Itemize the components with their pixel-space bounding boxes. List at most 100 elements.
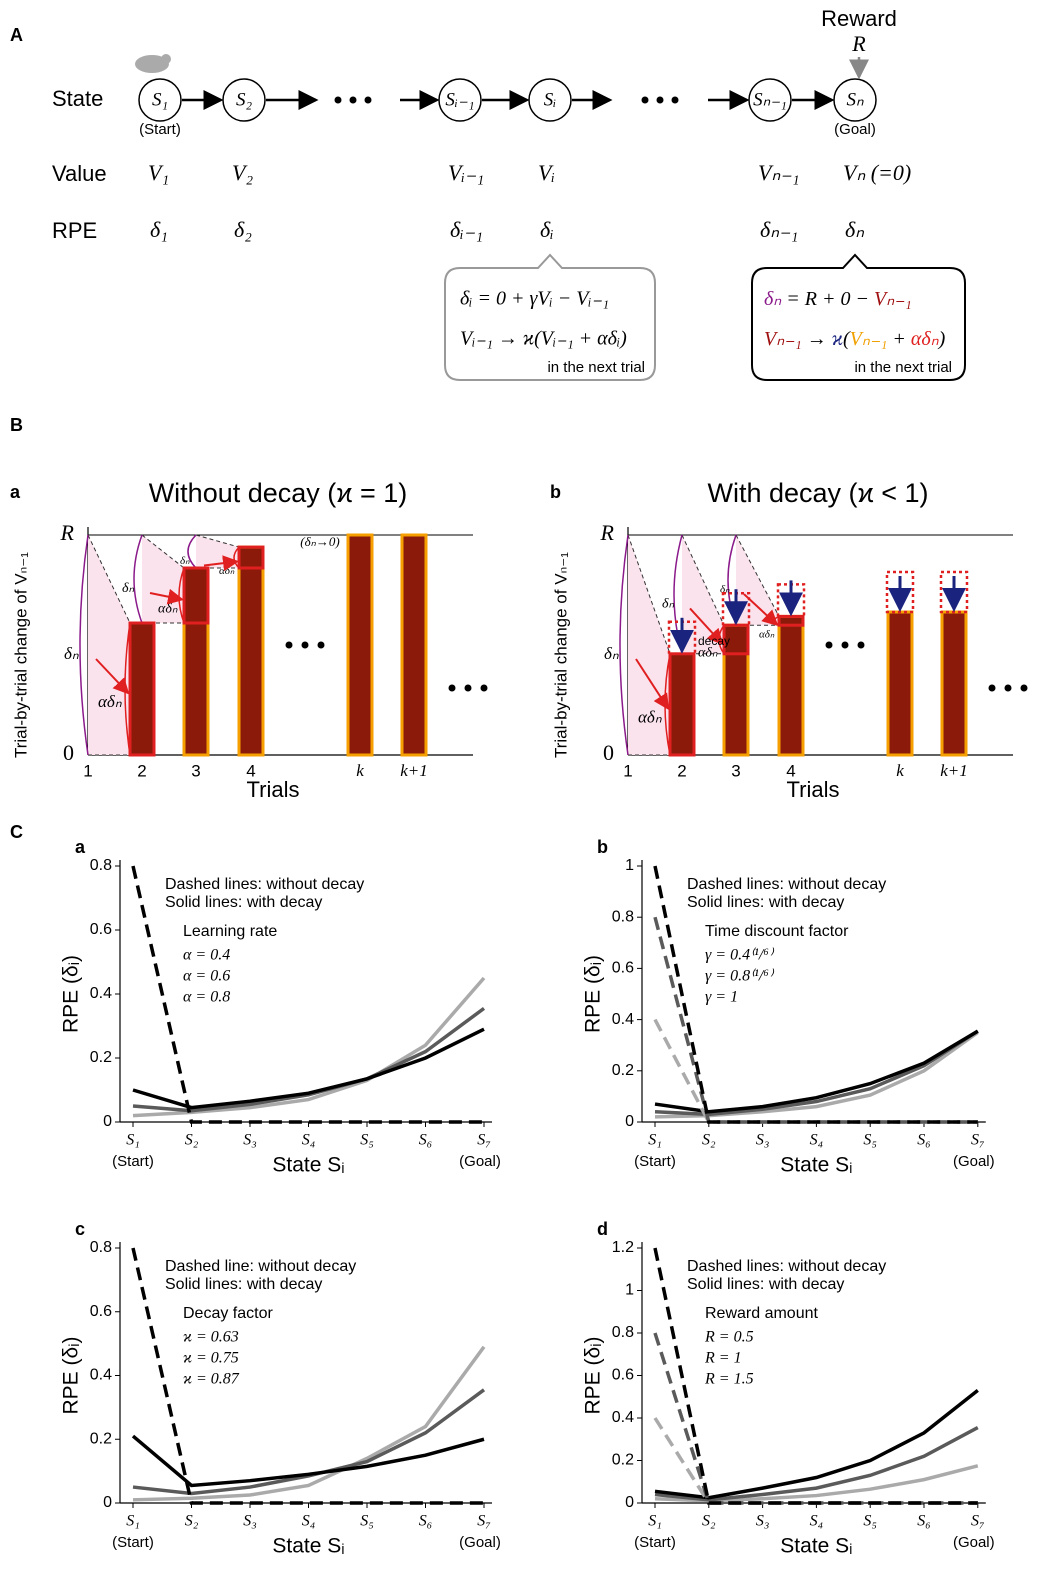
delta-label: δₙ — [604, 644, 619, 663]
ellipsis-dot — [317, 641, 325, 649]
x-tick-label: S₇ — [477, 1132, 491, 1149]
legend-entry: γ = 0.8⁽¹/⁶⁾ — [705, 968, 775, 985]
y-tick-label: 0.2 — [612, 1062, 634, 1079]
decay-box — [885, 570, 915, 614]
x-tick-note: (Goal) — [459, 1153, 501, 1170]
y-tick-label: R — [600, 520, 615, 545]
legend-entry: γ = 0.4⁽¹/⁶⁾ — [705, 947, 775, 964]
value-label: V₂ — [232, 160, 253, 185]
x-tick-label: 3 — [191, 761, 200, 780]
bar — [940, 610, 968, 757]
x-tick-note: (Start) — [634, 1153, 676, 1170]
bar — [128, 621, 156, 757]
solid-line — [654, 1389, 979, 1500]
equation-box — [444, 253, 656, 381]
update-arrow — [203, 555, 239, 572]
panel-letter: a — [10, 482, 21, 502]
rpe-label: δₙ — [845, 217, 864, 242]
bar-increment — [182, 566, 210, 625]
update-wedge — [88, 535, 130, 755]
y-tick-label: 0.2 — [612, 1452, 634, 1469]
chart-title: Without decay (ϰ = 1) — [149, 478, 408, 508]
delta-label: δₙ — [122, 581, 135, 596]
bar — [346, 533, 374, 757]
guide-line — [681, 534, 725, 626]
x-tick-label: 2 — [137, 761, 146, 780]
x-tick-label: S₆ — [419, 1513, 433, 1530]
y-tick-label: 0.6 — [90, 1303, 112, 1320]
rpe-label: δₙ₋₁ — [760, 217, 798, 242]
value-label: Vₙ (=0) — [843, 160, 911, 185]
update-arrow — [95, 658, 130, 695]
legend-entry: R = 1.5 — [704, 1371, 754, 1388]
ellipsis-dot — [1020, 684, 1028, 692]
x-tick-label: k+1 — [400, 761, 428, 780]
state-label: Sₙ₋₁ — [753, 89, 787, 110]
ellipsis-dot — [671, 96, 679, 104]
y-tick-label: 0 — [603, 740, 614, 765]
ellipsis-dot — [656, 96, 664, 104]
rpe-arc — [79, 534, 89, 756]
bar — [400, 533, 428, 757]
solid-line — [132, 1006, 486, 1113]
equation: δₙ = R + 0 − Vₙ₋₁ — [764, 288, 912, 310]
state-label: Sᵢ — [544, 89, 557, 110]
ellipsis-dot — [364, 96, 372, 104]
update-arrow — [689, 607, 724, 645]
dashed-line — [653, 865, 978, 1124]
delta-label: δₙ — [180, 555, 190, 567]
decay-note: decay — [698, 634, 730, 648]
value-label: Vᵢ — [538, 160, 555, 185]
update-arrow — [635, 658, 670, 711]
x-tick-label: S₇ — [971, 1132, 985, 1149]
bar-increment — [722, 623, 750, 656]
equation-box — [751, 253, 966, 381]
row-label: RPE — [52, 218, 97, 243]
row-label: State — [52, 86, 103, 111]
decay-box — [939, 570, 969, 614]
x-axis-label: State Sᵢ — [780, 1154, 852, 1177]
alpha-delta-label: αδₙ — [98, 692, 122, 711]
delta-label: δₙ — [64, 644, 79, 663]
y-tick-label: 0.8 — [90, 1239, 112, 1256]
legend-title: Decay factor — [183, 1305, 273, 1322]
legend-note: Solid lines: with decay — [165, 1276, 322, 1293]
guide-line — [141, 534, 185, 569]
x-tick-label: 2 — [677, 761, 686, 780]
y-axis-label: RPE (δᵢ) — [60, 1337, 83, 1415]
x-tick-note: (Start) — [112, 1534, 154, 1551]
ellipsis-dot — [988, 684, 996, 692]
x-tick-note: (Start) — [634, 1534, 676, 1551]
legend-note: Solid lines: with decay — [687, 894, 844, 911]
state-note: (Goal) — [834, 121, 876, 138]
bar — [182, 566, 210, 757]
x-tick-label: k+1 — [940, 761, 968, 780]
rpe-label: δᵢ₋₁ — [450, 217, 483, 242]
y-tick-label: 1 — [625, 857, 634, 874]
panel-label: A — [10, 25, 23, 45]
y-tick-label: 0.6 — [90, 921, 112, 938]
legend-note: Solid lines: with decay — [165, 894, 322, 911]
rpe-arc — [619, 534, 629, 756]
equation: δᵢ = 0 + γVᵢ − Vᵢ₋₁ — [460, 288, 609, 310]
x-tick-label: S₃ — [756, 1132, 770, 1149]
state-label: S₂ — [236, 89, 253, 110]
ellipsis-dot — [464, 684, 472, 692]
guide-line — [87, 534, 131, 624]
legend-title: Learning rate — [183, 923, 277, 940]
equation-note: in the next trial — [547, 359, 645, 376]
x-axis-label: State Sᵢ — [272, 1154, 344, 1177]
y-tick-label: 0 — [103, 1113, 112, 1130]
y-tick-label: 1 — [625, 1282, 634, 1299]
x-tick-label: 1 — [83, 761, 92, 780]
y-tick-label: 0.6 — [612, 1367, 634, 1384]
legend-note: Dashed lines: without decay — [687, 876, 886, 893]
ellipsis-dot — [334, 96, 342, 104]
x-tick-label: S₄ — [810, 1513, 824, 1530]
x-tick-label: S₅ — [360, 1513, 374, 1530]
limit-note: (δₙ→0) — [300, 534, 339, 549]
value-label: V₁ — [148, 160, 169, 185]
x-tick-label: S₁ — [126, 1132, 140, 1149]
equation-part: Vₙ₋₁ — [764, 328, 802, 350]
